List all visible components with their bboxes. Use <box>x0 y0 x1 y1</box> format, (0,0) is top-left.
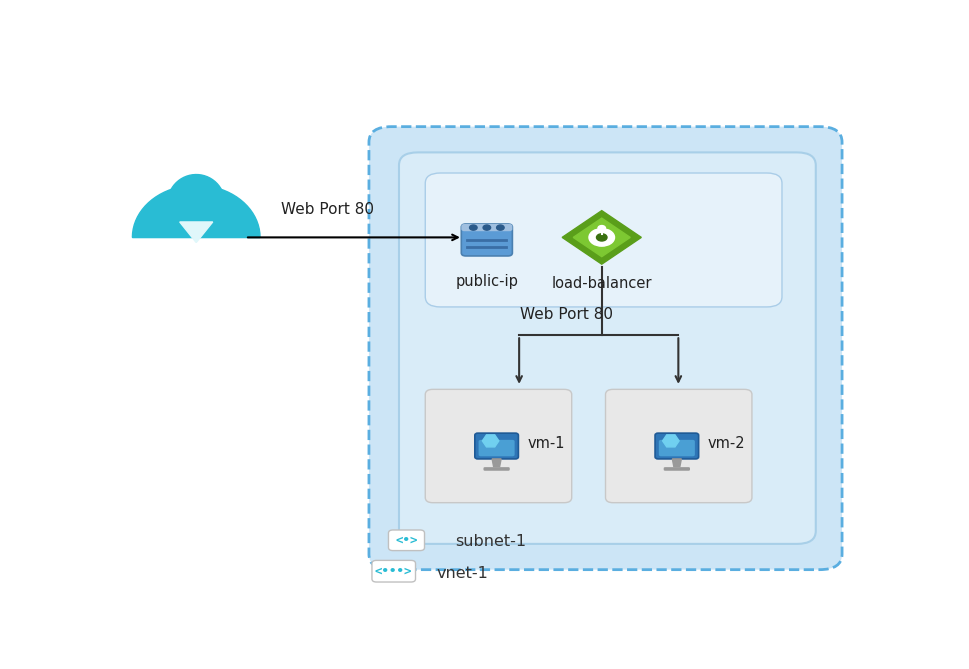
Text: Web Port 80: Web Port 80 <box>520 307 613 322</box>
Text: vm-2: vm-2 <box>707 436 745 451</box>
FancyBboxPatch shape <box>372 561 416 582</box>
Polygon shape <box>562 211 641 264</box>
Polygon shape <box>483 435 499 447</box>
Circle shape <box>484 225 490 230</box>
Text: <•••>: <•••> <box>375 565 413 578</box>
Text: load-balancer: load-balancer <box>551 276 652 291</box>
FancyBboxPatch shape <box>664 467 690 471</box>
Circle shape <box>597 233 607 241</box>
Circle shape <box>470 225 477 230</box>
FancyBboxPatch shape <box>399 153 816 544</box>
FancyBboxPatch shape <box>369 126 842 570</box>
Text: Web Port 80: Web Port 80 <box>281 202 374 217</box>
FancyBboxPatch shape <box>425 389 572 502</box>
Polygon shape <box>672 459 681 467</box>
Circle shape <box>496 225 504 230</box>
FancyBboxPatch shape <box>425 173 782 307</box>
Circle shape <box>598 225 606 231</box>
Text: public-ip: public-ip <box>455 274 518 290</box>
Text: <•>: <•> <box>395 534 418 547</box>
FancyBboxPatch shape <box>659 440 695 456</box>
Text: subnet-1: subnet-1 <box>455 534 526 549</box>
Polygon shape <box>663 435 679 447</box>
Polygon shape <box>168 175 225 231</box>
FancyBboxPatch shape <box>606 389 752 502</box>
Text: vnet-1: vnet-1 <box>436 566 488 581</box>
FancyBboxPatch shape <box>461 224 513 231</box>
Polygon shape <box>574 218 630 257</box>
Polygon shape <box>179 222 213 243</box>
FancyBboxPatch shape <box>475 433 518 459</box>
FancyBboxPatch shape <box>484 467 510 471</box>
Circle shape <box>589 229 614 246</box>
Polygon shape <box>492 459 501 467</box>
Text: vm-1: vm-1 <box>527 436 565 451</box>
Polygon shape <box>133 185 260 237</box>
FancyBboxPatch shape <box>479 440 515 456</box>
FancyBboxPatch shape <box>461 224 513 256</box>
FancyBboxPatch shape <box>655 433 699 459</box>
FancyBboxPatch shape <box>389 530 424 551</box>
